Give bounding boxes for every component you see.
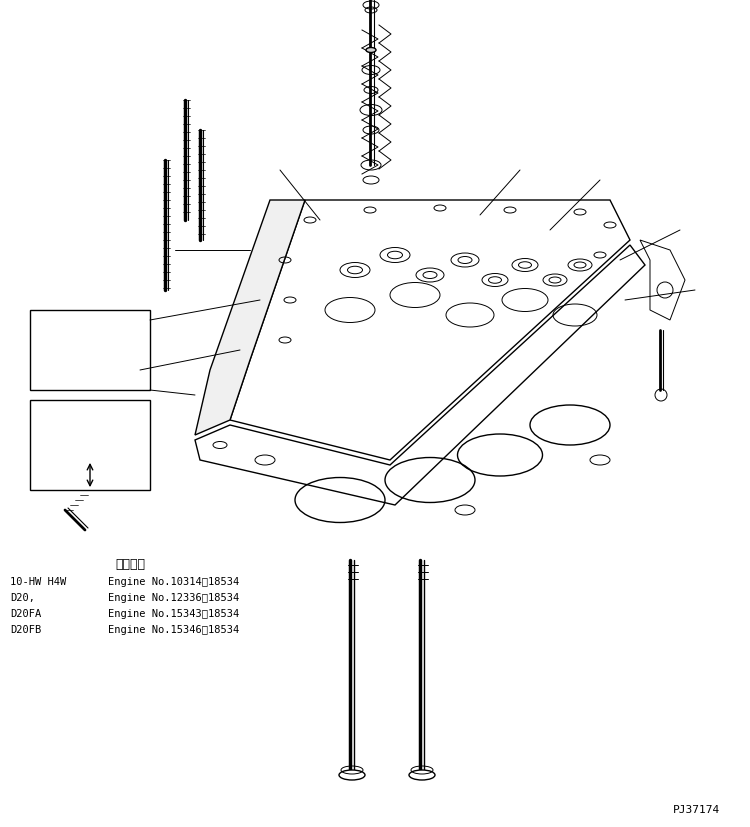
Text: Engine No.10314～18534: Engine No.10314～18534 [108, 577, 239, 587]
Text: Engine No.12336～18534: Engine No.12336～18534 [108, 593, 239, 603]
Text: D20,: D20, [10, 593, 35, 603]
Text: D20FB: D20FB [10, 625, 41, 635]
Polygon shape [230, 200, 630, 460]
Ellipse shape [339, 770, 365, 780]
Polygon shape [195, 245, 645, 505]
Polygon shape [640, 240, 685, 320]
Text: Engine No.15343～18534: Engine No.15343～18534 [108, 609, 239, 619]
Ellipse shape [366, 47, 376, 52]
Text: PJ37174: PJ37174 [673, 805, 720, 815]
Text: Engine No.15346～18534: Engine No.15346～18534 [108, 625, 239, 635]
Text: 適用号機: 適用号機 [115, 558, 145, 571]
Text: D20FA: D20FA [10, 609, 41, 619]
Ellipse shape [409, 770, 435, 780]
Bar [30, 310, 150, 390]
Text: 10-HW H4W: 10-HW H4W [10, 577, 66, 587]
Bar [30, 400, 150, 490]
Polygon shape [195, 200, 305, 435]
